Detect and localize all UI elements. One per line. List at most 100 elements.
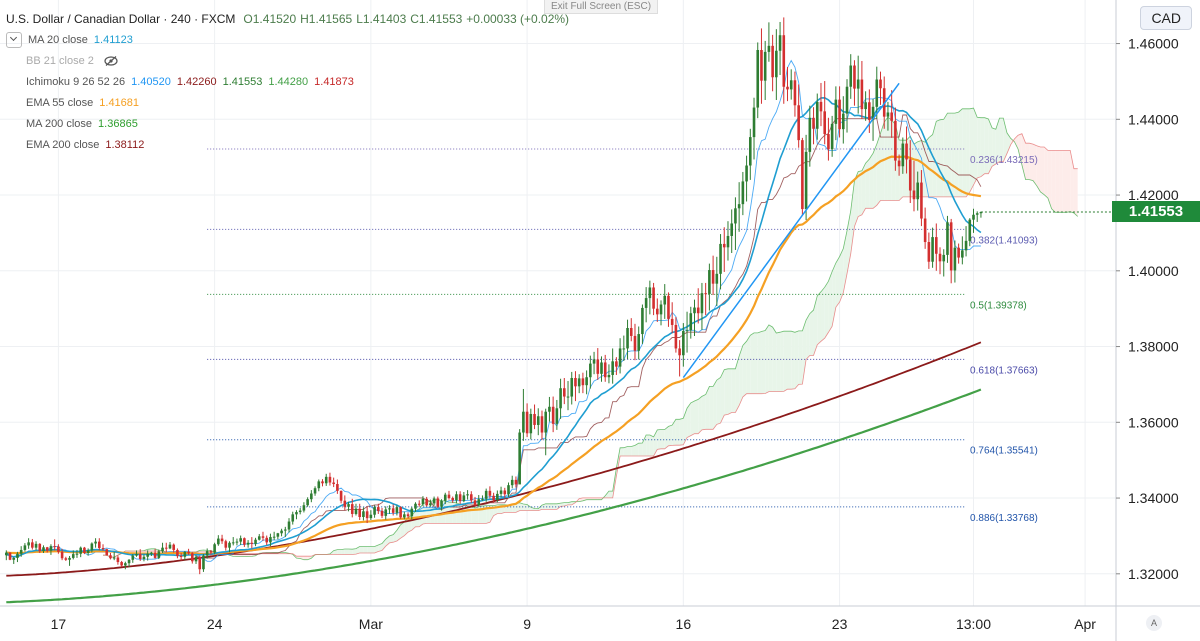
candle [853, 60, 856, 106]
exit-fullscreen-hint[interactable]: Exit Full Screen (ESC) [544, 0, 659, 14]
indicator-ema200[interactable]: EMA 200 close 1.38112 [26, 134, 573, 155]
candle-body [626, 327, 629, 349]
candle [551, 396, 555, 433]
candle-body [823, 111, 826, 135]
candle [879, 71, 882, 105]
candle-body [860, 79, 864, 110]
candle-body [176, 549, 179, 557]
candle-body [503, 490, 507, 495]
candle [83, 546, 86, 555]
y-tick-label: 1.40000 [1128, 263, 1179, 279]
cloud-segment [780, 331, 784, 392]
candle [31, 538, 34, 550]
candle-body [953, 247, 957, 271]
candle [644, 287, 648, 323]
cloud-segment [980, 117, 985, 177]
candle-body [875, 79, 879, 107]
cloud-segment [835, 256, 840, 308]
candle-body [745, 165, 748, 182]
candle [767, 22, 771, 62]
candle [734, 197, 737, 250]
candle [473, 496, 477, 507]
cloud-segment [817, 291, 821, 345]
cloud-segment [928, 134, 933, 197]
candle-body [741, 181, 745, 205]
x-tick-label: Apr [1074, 616, 1096, 632]
cloud-segment [482, 505, 487, 524]
indicator-ichimoku[interactable]: Ichimoku 9 26 52 26 1.40520 1.42260 1.41… [26, 71, 573, 92]
candle [131, 554, 135, 563]
indicator-ma200[interactable]: MA 200 close 1.36865 [26, 113, 573, 134]
candle-body [830, 123, 834, 150]
cloud-segment [1033, 144, 1037, 186]
candle [417, 500, 421, 507]
candle [815, 93, 819, 140]
indicator-ema55[interactable]: EMA 55 close 1.41681 [26, 92, 573, 113]
cloud-segment [657, 429, 662, 450]
candle [834, 86, 838, 141]
candle [157, 549, 161, 560]
candle-body [272, 536, 276, 538]
currency-button[interactable]: CAD [1140, 6, 1192, 30]
candle-body [425, 498, 428, 506]
candle-body [414, 503, 417, 509]
indicator-bb[interactable]: BB 21 close 2 [26, 50, 573, 71]
candle-body [429, 503, 432, 506]
auto-scale-button[interactable]: A [1146, 615, 1162, 631]
candle [629, 318, 633, 342]
indicator-ma20[interactable]: MA 20 close 1.41123 [6, 29, 573, 50]
candle [191, 552, 194, 564]
candle-body [98, 541, 101, 549]
candle [975, 211, 979, 222]
candle-body [79, 547, 82, 554]
cloud-segment [1066, 150, 1071, 213]
candle-body [161, 547, 164, 552]
cloud-segment [798, 330, 803, 385]
cloud-segment [1006, 132, 1011, 154]
candle-body [64, 558, 68, 560]
candle-body [112, 557, 116, 559]
cloud-segment [687, 402, 691, 438]
candle-body [124, 563, 127, 566]
candle-body [202, 555, 205, 570]
cloud-segment [683, 408, 688, 445]
cloud-segment [858, 170, 862, 217]
cloud-segment [337, 549, 342, 555]
candle [481, 495, 484, 501]
candle-body [224, 541, 228, 548]
candle-body [548, 406, 551, 412]
cloud-segment [661, 429, 665, 449]
candle [410, 507, 414, 520]
candle [153, 548, 157, 559]
candle-body [321, 481, 324, 484]
candle-body [187, 551, 190, 554]
candle-body [849, 65, 853, 87]
candle [373, 505, 376, 518]
candle [856, 55, 860, 114]
candle-body [615, 361, 618, 367]
candle-body [559, 388, 562, 409]
eye-hidden-icon[interactable] [104, 55, 118, 66]
candle [295, 510, 298, 520]
candle-body [897, 160, 901, 167]
candle [905, 126, 908, 174]
x-tick-label: 9 [523, 616, 531, 632]
chevron-down-icon[interactable] [6, 31, 22, 48]
candle [19, 546, 23, 557]
cloud-segment [709, 386, 714, 430]
cloud-segment [724, 368, 728, 416]
cloud-segment [850, 180, 855, 254]
candle [503, 487, 507, 498]
cloud-segment [556, 503, 561, 510]
cloud-segment [731, 368, 736, 413]
candle [860, 60, 864, 119]
indicator-value: 1.41553 [222, 75, 263, 88]
candle [105, 548, 109, 556]
candle-body [842, 113, 845, 130]
cloud-segment [947, 113, 952, 197]
candle-body [12, 557, 16, 560]
candle-body [399, 507, 402, 518]
cloud-segment [389, 534, 394, 543]
candle [306, 497, 309, 507]
